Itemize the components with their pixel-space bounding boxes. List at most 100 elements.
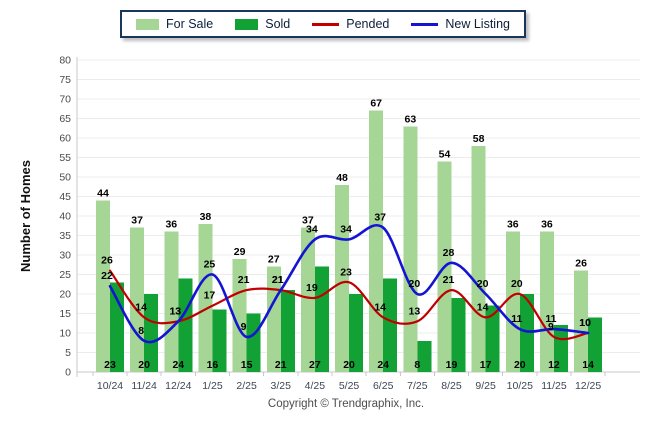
bar bbox=[485, 305, 500, 372]
sold-value-label: 20 bbox=[138, 359, 150, 371]
legend-label-pended: Pended bbox=[346, 17, 390, 31]
y-tick-labels: 0 5 10 15 20 25 30 35 40 45 50 55 60 65 70 75 80 bbox=[59, 55, 71, 379]
y-tick-label: 55 bbox=[59, 152, 71, 164]
new-listing-value-label: 21 bbox=[272, 274, 284, 286]
pended-value-label: 21 bbox=[443, 274, 455, 286]
new-listing-value-label: 34 bbox=[306, 223, 318, 235]
sold-value-label: 19 bbox=[446, 359, 458, 371]
new-listing-value-label: 20 bbox=[409, 278, 421, 290]
y-tick-label: 10 bbox=[59, 328, 71, 340]
legend-item-sold: Sold bbox=[235, 17, 290, 31]
copyright-text: Copyright © Trendgraphix, Inc. bbox=[267, 398, 425, 410]
legend-label-sold: Sold bbox=[265, 17, 291, 31]
for-sale-value-label: 36 bbox=[165, 219, 177, 231]
pended-value-label: 17 bbox=[204, 290, 216, 302]
legend-item-new-listing: New Listing bbox=[411, 17, 510, 31]
sold-value-label: 15 bbox=[241, 359, 253, 371]
bar bbox=[417, 340, 432, 372]
legend-item-for-sale: For Sale bbox=[135, 17, 214, 31]
bar bbox=[574, 270, 589, 372]
legend-wrap: For Sale Sold Pended New Listing bbox=[0, 10, 646, 38]
bar bbox=[246, 313, 261, 372]
y-tick-label: 5 bbox=[65, 347, 71, 359]
new-listing-value-label: 28 bbox=[443, 247, 455, 259]
pended-value-label: 23 bbox=[340, 266, 352, 278]
y-tick-label: 50 bbox=[59, 172, 71, 184]
bar bbox=[178, 278, 193, 372]
y-tick-label: 25 bbox=[59, 269, 71, 281]
x-axis-label: 11/25 bbox=[541, 380, 567, 392]
x-axis-label: 10/25 bbox=[507, 380, 533, 392]
pended-value-label: 26 bbox=[101, 255, 113, 267]
pended-value-label: 21 bbox=[238, 274, 250, 286]
sold-value-label: 23 bbox=[104, 359, 116, 371]
bar bbox=[266, 266, 281, 372]
for-sale-value-label: 36 bbox=[541, 219, 553, 231]
bar bbox=[212, 309, 227, 372]
bar bbox=[335, 184, 350, 372]
legend-label-for-sale: For Sale bbox=[165, 17, 214, 31]
pended-value-label: 9 bbox=[548, 321, 554, 333]
x-axis-label: 3/25 bbox=[271, 380, 292, 392]
sold-value-label: 16 bbox=[207, 359, 219, 371]
sold-bars bbox=[110, 266, 603, 372]
pended-value-label: 20 bbox=[511, 278, 523, 290]
y-tick-label: 60 bbox=[59, 133, 71, 145]
for-sale-value-label: 26 bbox=[575, 258, 587, 270]
new-listing-value-label: 25 bbox=[204, 259, 216, 271]
x-axis-label: 12/24 bbox=[165, 380, 191, 392]
bar bbox=[588, 317, 603, 372]
pended-value-label: 13 bbox=[409, 305, 421, 317]
for-sale-value-label: 38 bbox=[200, 211, 212, 223]
new-listing-value-label: 37 bbox=[374, 212, 386, 224]
new-listing-value-label: 13 bbox=[169, 305, 181, 317]
sold-value-label: 21 bbox=[275, 359, 287, 371]
y-tick-label: 65 bbox=[59, 113, 71, 125]
for-sale-value-label: 36 bbox=[507, 219, 519, 231]
sold-value-label: 14 bbox=[582, 359, 594, 371]
for-sale-value-label: 37 bbox=[131, 215, 143, 227]
for-sale-value-label: 67 bbox=[370, 98, 382, 110]
bar bbox=[553, 325, 568, 372]
new-listing-value-label: 8 bbox=[138, 325, 144, 337]
new-listing-line bbox=[108, 224, 590, 344]
y-tick-label: 20 bbox=[59, 289, 71, 301]
bar bbox=[232, 258, 247, 372]
bar bbox=[505, 231, 520, 372]
pended-value-label: 10 bbox=[579, 317, 591, 329]
new-listing-value-label: 10 bbox=[579, 317, 591, 329]
x-axis-label: 7/25 bbox=[407, 380, 428, 392]
bar bbox=[349, 294, 364, 372]
sold-value-label: 12 bbox=[548, 359, 560, 371]
new-listing-value-label: 20 bbox=[477, 278, 489, 290]
pended-value-label: 13 bbox=[169, 305, 181, 317]
bar bbox=[403, 126, 418, 372]
sold-value-label: 27 bbox=[309, 359, 321, 371]
pended-value-label: 19 bbox=[306, 282, 318, 294]
bar bbox=[164, 231, 179, 372]
bar bbox=[130, 227, 145, 372]
pended-line-icon bbox=[312, 22, 340, 26]
new-listing-value-label: 11 bbox=[511, 313, 522, 325]
y-tick-label: 15 bbox=[59, 308, 71, 320]
sold-value-label: 20 bbox=[343, 359, 355, 371]
for-sale-value-label: 44 bbox=[97, 187, 109, 199]
bar bbox=[198, 223, 213, 372]
x-axis-label: 1/25 bbox=[202, 380, 223, 392]
legend: For Sale Sold Pended New Listing bbox=[119, 10, 526, 38]
x-axis-label: 10/24 bbox=[97, 380, 123, 392]
for-sale-value-label: 37 bbox=[302, 215, 314, 227]
x-axis-label: 2/25 bbox=[236, 380, 257, 392]
for-sale-value-label: 58 bbox=[473, 133, 485, 145]
y-tick-label: 0 bbox=[65, 367, 71, 379]
new-listing-value-label: 34 bbox=[340, 223, 352, 235]
y-tick-label: 80 bbox=[59, 55, 71, 67]
pended-value-label: 14 bbox=[477, 301, 489, 313]
x-axis-label: 9/25 bbox=[475, 380, 496, 392]
bar bbox=[280, 290, 295, 372]
new-listing-value-label: 22 bbox=[101, 270, 113, 282]
bar bbox=[369, 110, 384, 372]
y-tick-label: 40 bbox=[59, 211, 71, 223]
